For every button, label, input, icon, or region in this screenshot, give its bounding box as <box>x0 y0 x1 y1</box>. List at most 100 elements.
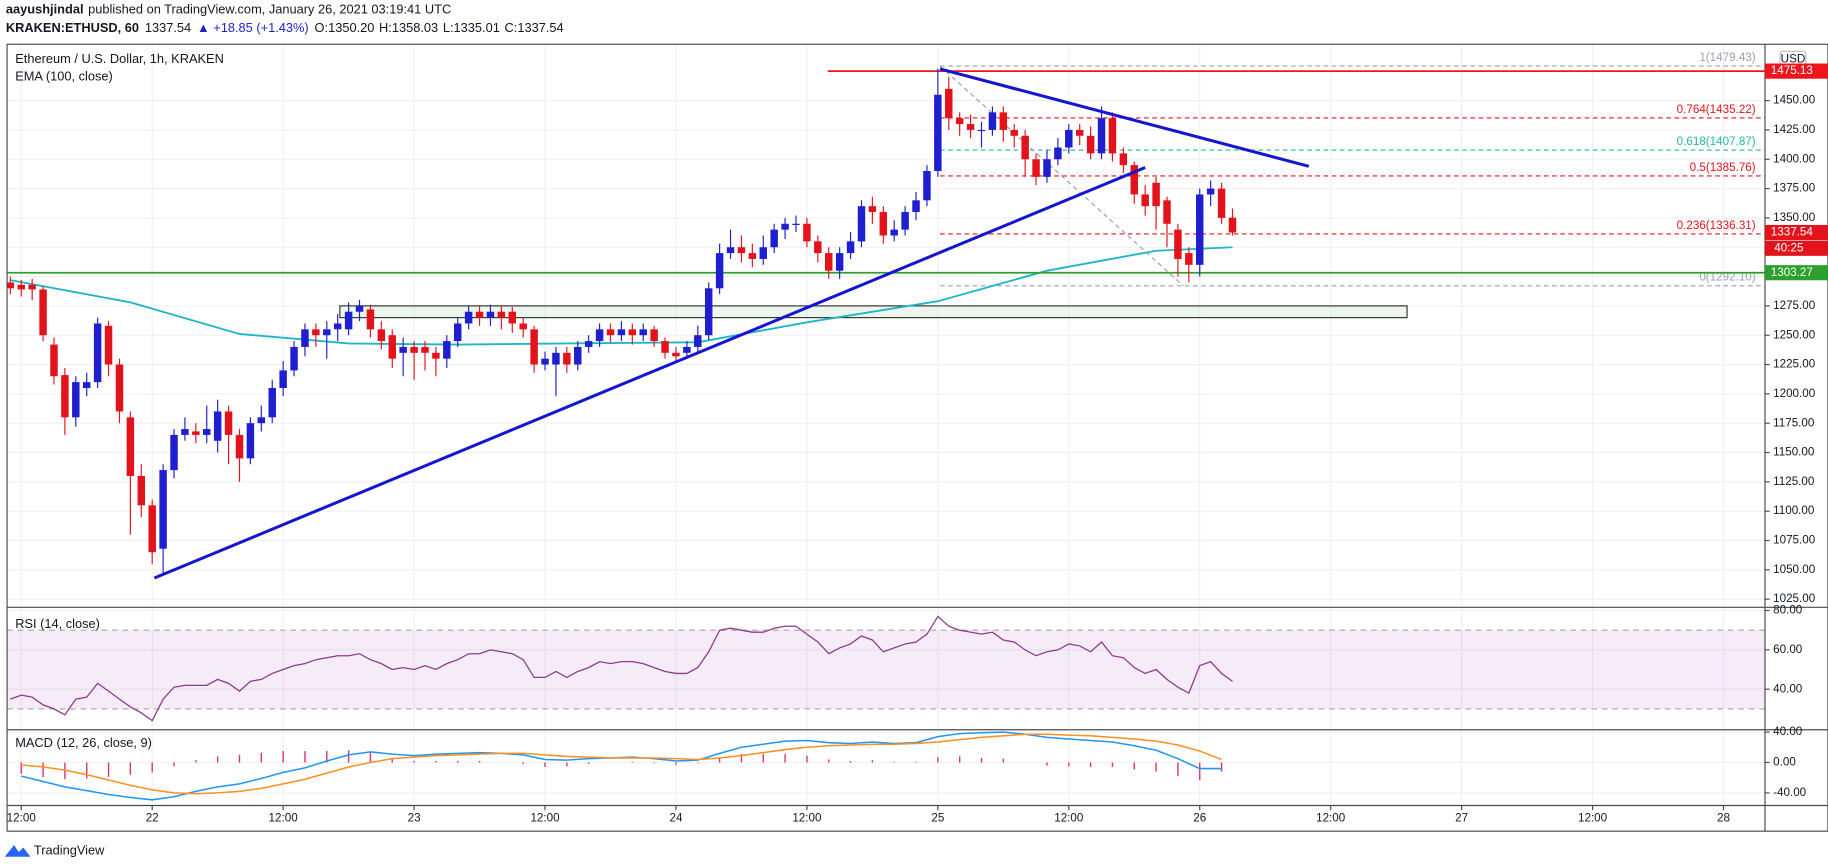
candle-body <box>574 346 582 365</box>
candle-body <box>453 323 462 342</box>
y-tick-label: 40.00 <box>1773 682 1803 695</box>
fib-label: 0.5(1385.76) <box>1690 161 1756 174</box>
candle-body <box>192 431 200 435</box>
candle-body <box>93 323 102 383</box>
candle-body <box>377 329 386 342</box>
candle-body <box>50 344 58 377</box>
pane-title: MACD (12, 26, close, 9) <box>15 735 152 750</box>
candle-body <box>1065 129 1073 148</box>
y-tick-label: 1425.00 <box>1773 123 1816 136</box>
candle-body <box>530 329 538 365</box>
candle-body <box>868 206 877 213</box>
candle-body <box>257 417 266 424</box>
y-tick-label: 1200.00 <box>1773 387 1816 400</box>
candle-body <box>268 387 276 418</box>
candle-body <box>508 311 517 324</box>
price-label-box <box>1764 265 1828 281</box>
candle-body <box>595 329 604 342</box>
x-tick-label: 12:00 <box>1054 811 1084 824</box>
candle-body <box>1152 182 1160 207</box>
y-tick-label: 40.00 <box>1773 725 1803 738</box>
candle-body <box>988 112 997 130</box>
candle-body <box>1043 159 1051 177</box>
y-tick-label: 1400.00 <box>1773 152 1816 165</box>
author[interactable]: aayushjindal <box>6 2 84 17</box>
candle-body <box>661 341 669 353</box>
pane-title: RSI (14, close) <box>15 616 100 631</box>
candle-body <box>312 329 320 336</box>
candle-body <box>344 311 353 330</box>
logo-icon <box>4 845 31 857</box>
candle-body <box>159 470 167 549</box>
candle-body <box>803 223 811 242</box>
brand-logo[interactable]: TradingView <box>4 842 105 857</box>
candle-body <box>923 170 931 201</box>
last-price: 1337.54 <box>145 21 191 36</box>
y-tick-label: 80.00 <box>1773 604 1803 617</box>
candle-body <box>584 341 593 347</box>
candle-body <box>563 352 571 365</box>
candle-body <box>235 434 244 459</box>
candle-body <box>137 475 146 506</box>
candle-body <box>410 346 418 353</box>
y-tick-label: -40.00 <box>1773 786 1807 799</box>
candle-body <box>170 434 178 471</box>
y-tick-label: 1225.00 <box>1773 358 1816 371</box>
currency: USD <box>1781 53 1806 66</box>
candle-body <box>1097 118 1106 154</box>
candle-body <box>366 309 375 330</box>
low: L:1335.01 <box>443 21 500 36</box>
candle-body <box>737 247 746 254</box>
candle-body <box>879 212 888 236</box>
y-tick-label: 0.00 <box>1773 756 1796 769</box>
trend-line <box>939 67 1310 168</box>
x-tick-label: 28 <box>1717 811 1730 824</box>
fib-trend <box>939 65 1184 287</box>
candle-body <box>203 429 211 435</box>
candle-body <box>1021 135 1029 160</box>
candle-body <box>846 241 855 254</box>
candle-body <box>1206 188 1215 195</box>
candle-body <box>683 346 691 353</box>
price-label: 1303.27 <box>1771 266 1813 279</box>
candle-body <box>323 329 331 336</box>
candle-body <box>672 352 680 357</box>
y-tick-label: 1175.00 <box>1773 416 1815 429</box>
open: O:1350.20 <box>315 21 375 36</box>
candle-body <box>497 311 506 318</box>
candle-body <box>966 124 975 130</box>
symbol: KRAKEN:ETHUSD, 60 <box>6 21 139 36</box>
candle-body <box>224 411 233 435</box>
candle-body <box>781 223 789 230</box>
candle-body <box>1119 153 1128 166</box>
candle-body <box>792 223 800 225</box>
candle-body <box>1185 253 1193 265</box>
candle-body <box>1217 188 1226 218</box>
last-price: 1337.54 <box>1771 226 1814 239</box>
y-tick-label: 60.00 <box>1773 643 1803 656</box>
rsi-line <box>10 615 1233 722</box>
y-tick-label: 1150.00 <box>1773 446 1815 459</box>
candle-body <box>955 118 964 125</box>
candle-body <box>890 229 898 236</box>
candle-body <box>704 288 713 336</box>
candle-body <box>1163 200 1171 224</box>
candle-body <box>945 88 953 119</box>
candle-body <box>901 212 909 230</box>
candle-body <box>432 352 440 359</box>
candle-body <box>28 284 36 290</box>
candle-body <box>835 253 844 271</box>
candle-body <box>1108 118 1117 154</box>
candle-body <box>39 289 47 336</box>
candle-body <box>355 305 364 312</box>
candle-body <box>126 417 135 476</box>
candle-body <box>115 364 124 412</box>
candle-body <box>388 335 396 359</box>
high: H:1358.03 <box>379 21 438 36</box>
candle-body <box>541 358 549 365</box>
last-price-box <box>1764 224 1828 241</box>
candle-body <box>246 423 255 459</box>
candle-body <box>639 329 647 336</box>
